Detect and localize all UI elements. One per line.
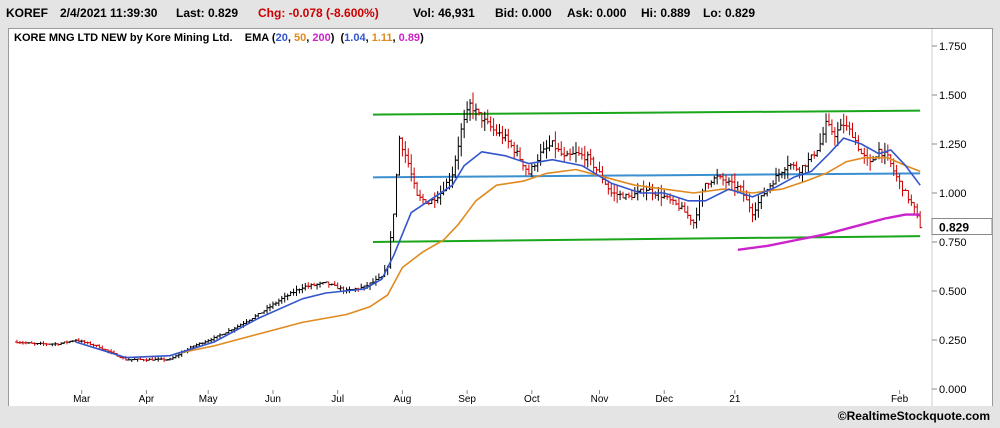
x-tick-label: Jun [265,394,281,405]
x-tick-label: 21 [729,394,741,405]
legend-ema20-period: 20 [275,32,288,44]
ema200-line [737,213,921,251]
legend-ema200-value: 0.89 [398,32,421,44]
price-chart: 0.000 0.250 0.500 0.750 1.000 1.250 1.500 1.750… [15,29,992,407]
y-tick-label: 1.750 [939,41,967,53]
legend-vals-open: ( [340,32,345,44]
footer: ©RealtimeStockquote.com [0,406,1000,428]
x-tick-label: Mar [73,394,91,405]
y-tick-label: 0.000 [939,384,967,396]
legend-ema50-value: 1.11 [371,32,393,44]
trendline-support [372,235,921,243]
legend-ema-open: ( [271,32,276,44]
last-price-badge [931,218,992,236]
x-tick-label: Sep [458,394,476,405]
ema20-line [75,137,921,359]
last-price-label: 0.829 [939,221,969,235]
ema50-line [175,156,921,355]
y-tick-label: 1.000 [939,188,967,200]
x-tick-label: Apr [139,394,155,405]
x-tick-label: Dec [655,394,673,405]
quote-last: Last: 0.829 [176,6,239,20]
y-tick-label: 0.750 [939,237,967,249]
trendline-midline [372,172,921,179]
legend-ema-label: EMA [244,32,269,44]
legend-vals-close: ) [420,32,424,44]
legend-title: KORE MNG LTD NEW by Kore Mining Ltd. [14,32,233,44]
quote-ask: Ask: 0.000 [567,6,627,20]
quote-datetime: 2/4/2021 11:39:30 [60,6,158,20]
x-tick-label: Nov [591,394,609,405]
legend-ema200-period: 200 [312,32,331,44]
copyright: ©RealtimeStockquote.com [837,409,990,423]
legend-ema-close: ) [330,32,335,44]
x-tick-label: Aug [393,394,411,405]
quote-low: Lo: 0.829 [703,6,756,20]
x-tick-label: Jul [331,394,344,405]
y-tick-label: 1.500 [939,90,967,102]
chart-panel: 0.000 0.250 0.500 0.750 1.000 1.250 1.500 1.750… [8,28,993,408]
y-tick-label: 1.250 [939,139,967,151]
quote-symbol: KOREF [6,6,48,20]
quote-bar: KOREF 2/4/2021 11:39:30 Last: 0.829 Chg:… [0,0,1000,26]
quote-high: Hi: 0.889 [641,6,691,20]
legend-ema50-period: 50 [293,32,307,44]
y-tick-label: 0.250 [939,335,967,347]
quote-bid: Bid: 0.000 [495,6,552,20]
trendline-resistance [372,109,921,116]
x-tick-label: May [199,394,218,405]
y-tick-label: 0.500 [939,286,967,298]
x-tick-label: Feb [891,394,909,405]
quote-change: Chg: -0.078 (-8.600%) [258,6,379,20]
x-tick-label: Oct [524,394,540,405]
legend-ema20-value: 1.04 [344,32,366,44]
quote-volume: Vol: 46,931 [413,6,475,20]
chart-legend: KORE MNG LTD NEW by Kore Mining Ltd. EMA… [14,32,424,44]
